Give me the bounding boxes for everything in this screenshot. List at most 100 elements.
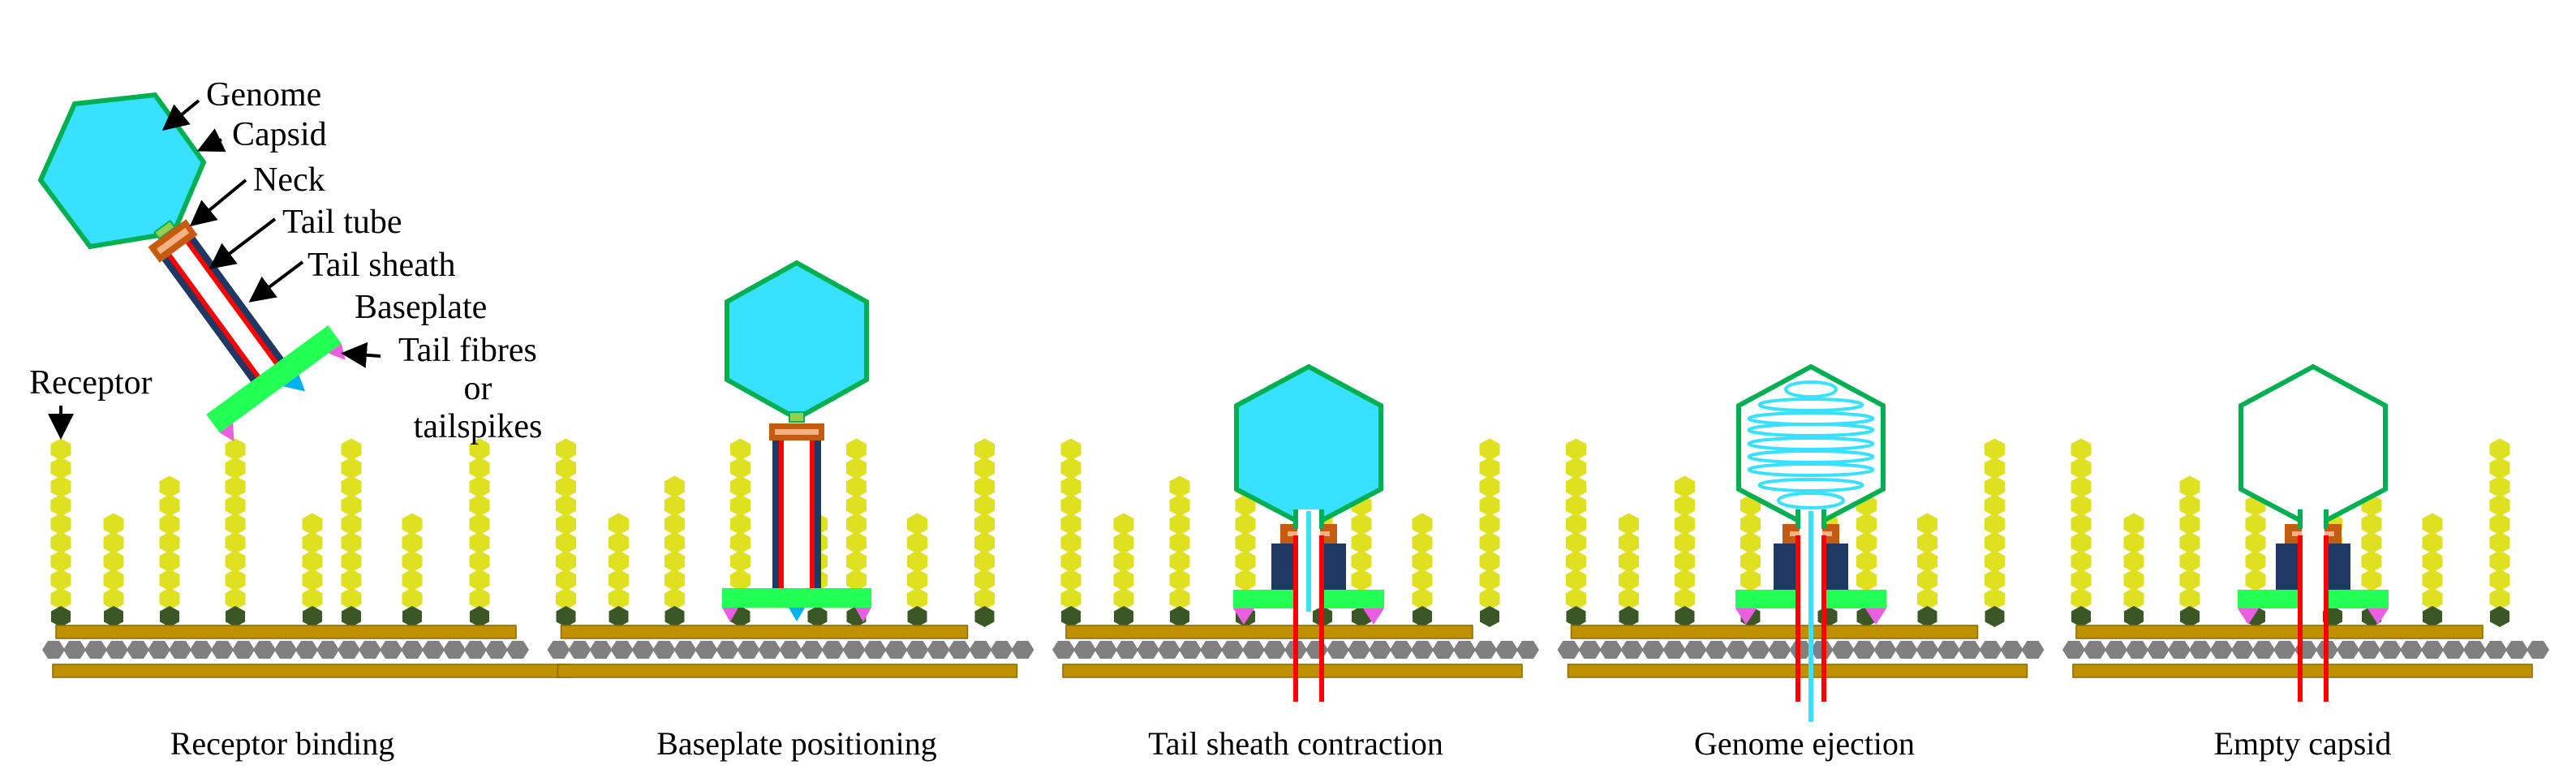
receptor [609, 513, 629, 627]
receptor-subunit [1675, 531, 1695, 554]
receptor-subunit [1169, 513, 1190, 535]
receptor-subunit [1113, 513, 1134, 535]
receptor-subunit [974, 438, 995, 461]
receptor-subunit [1235, 569, 1256, 591]
receptor [974, 438, 995, 627]
receptor-subunit [846, 438, 867, 461]
receptor-subunit [1917, 513, 1937, 535]
capsid [725, 260, 869, 422]
membrane-core-unit [2021, 641, 2045, 659]
receptor-subunit [1675, 587, 1695, 610]
membrane-core-unit [1263, 641, 1286, 659]
receptor-anchor [160, 606, 179, 627]
capsid-portal-edge [1293, 509, 1298, 529]
capsid-portal-edge [2298, 509, 2303, 529]
tail-fibre [1735, 608, 1757, 625]
tail-fibre [1865, 608, 1886, 625]
receptor-subunit [556, 513, 576, 535]
receptor-subunit [730, 457, 750, 479]
receptor-anchor [974, 606, 995, 627]
membrane-core-unit [1873, 641, 1897, 659]
membrane-core-unit [610, 641, 634, 659]
receptor-subunit [225, 438, 246, 461]
membrane-core-unit [1726, 641, 1749, 659]
receptor-subunit [2179, 513, 2200, 535]
receptor-anchor [807, 606, 828, 627]
tail-tube-lumen [171, 243, 275, 376]
receptor [103, 513, 124, 627]
receptor-subunit [664, 587, 685, 610]
receptor-subunit [846, 531, 867, 554]
receptor-subunit [1566, 438, 1586, 461]
membrane-core-unit [589, 641, 613, 659]
membrane-panel-2 [547, 438, 1034, 678]
receptor-subunit [1060, 587, 1082, 610]
receptor-anchor [1480, 606, 1499, 627]
receptor-subunit [103, 587, 124, 610]
receptor-subunit [302, 587, 323, 610]
receptor-subunit [302, 569, 323, 591]
genome-strand [1306, 511, 1311, 612]
receptor [302, 513, 323, 627]
receptor-subunit [50, 513, 71, 535]
receptor [1917, 513, 1937, 627]
receptor-subunit [50, 569, 71, 591]
membrane-core-unit [84, 641, 107, 659]
receptor-subunit [341, 438, 362, 461]
receptor [469, 438, 490, 627]
receptor-subunit [1169, 569, 1190, 591]
receptor-subunit [341, 457, 362, 479]
receptor-anchor [342, 606, 361, 627]
receptor-subunit [469, 550, 490, 573]
receptor-subunit [2071, 475, 2092, 498]
receptor-subunit [1917, 569, 1937, 591]
tail [148, 219, 346, 442]
receptor-subunit [2071, 494, 2092, 517]
receptor-subunit [469, 587, 490, 610]
membrane-core-unit [2527, 641, 2549, 659]
membrane-core-unit [1327, 641, 1349, 659]
receptor-subunit [1169, 475, 1190, 498]
receptor-subunit [50, 531, 71, 554]
label-tail-tube: Tail tube [282, 204, 402, 241]
phage-tail-sheath-contraction [1233, 363, 1384, 702]
receptor-subunit [609, 569, 629, 591]
membrane-core-unit [1432, 641, 1455, 659]
receptor-subunit [1235, 550, 1256, 573]
receptor-anchor [1817, 606, 1838, 627]
membrane-core-unit [716, 641, 739, 659]
membrane-core-unit [443, 641, 466, 659]
membrane-core-unit [1620, 641, 1644, 659]
membrane-core-unit [485, 641, 508, 659]
receptor-subunit [2071, 438, 2092, 461]
receptor-subunit [225, 587, 246, 610]
receptor [1675, 475, 1695, 627]
receptor-subunit [1856, 569, 1877, 591]
receptor-subunit [1566, 513, 1586, 535]
receptor-subunit [974, 531, 995, 554]
membrane-core-unit [1179, 641, 1202, 659]
receptor [1169, 475, 1190, 627]
receptor-anchor [51, 606, 71, 627]
membrane-core-unit [1390, 641, 1413, 659]
membrane-core-unit [863, 641, 887, 659]
genome-coil [1757, 478, 1864, 492]
receptor-subunit [907, 513, 927, 535]
receptor-subunit [664, 513, 685, 535]
membrane-core-unit [190, 641, 213, 659]
receptor-subunit [1917, 587, 1937, 610]
receptor-subunit [2489, 438, 2510, 461]
receptor-subunit [730, 569, 750, 591]
membrane-core-unit [274, 641, 297, 659]
receptor [1566, 438, 1586, 627]
receptor-anchor [556, 606, 576, 627]
membrane-core-unit [631, 641, 655, 659]
receptor-subunit [2489, 513, 2510, 535]
receptor-subunit [2071, 457, 2092, 479]
membrane-core-unit [948, 641, 971, 659]
membrane-core-unit [1011, 641, 1034, 659]
membrane-core-unit [506, 641, 529, 659]
receptor-subunit [556, 531, 576, 554]
genome-coil [1757, 397, 1864, 412]
receptor-subunit [469, 513, 490, 535]
